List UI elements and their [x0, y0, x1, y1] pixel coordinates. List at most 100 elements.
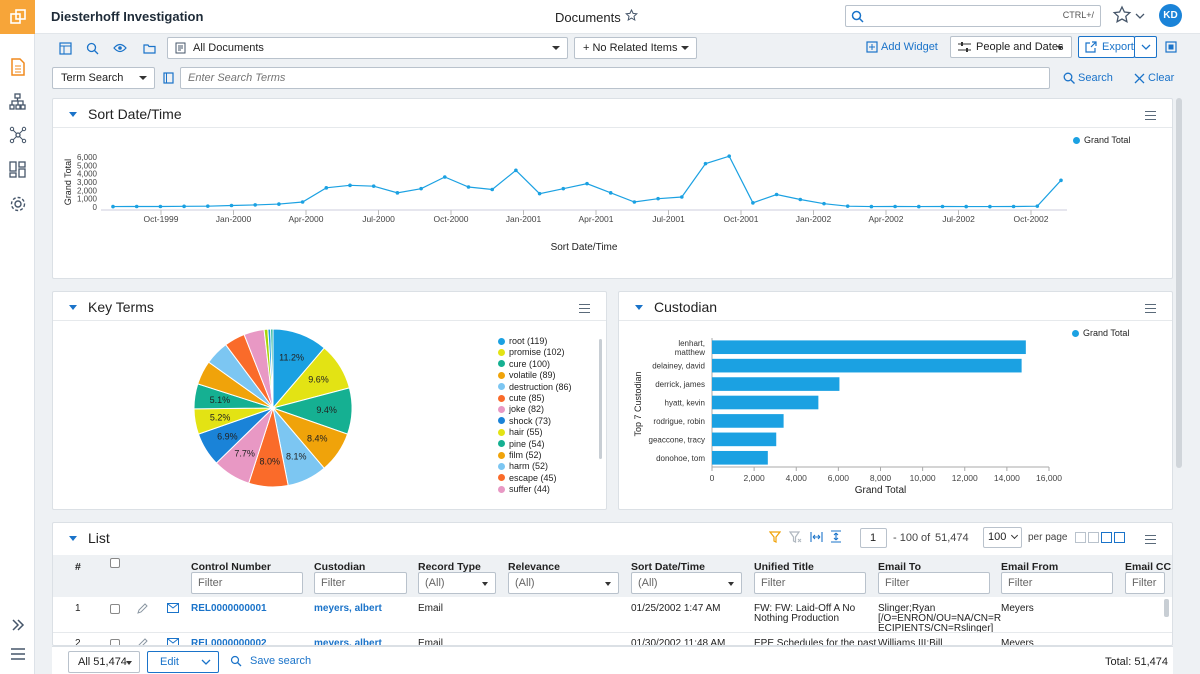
- table-row[interactable]: 2 REL0000000002 meyers, albert Email 01/…: [53, 633, 1172, 646]
- global-search-input[interactable]: CTRL+/: [845, 5, 1101, 27]
- edit-pencil-icon[interactable]: [137, 638, 148, 646]
- page-scrollbar[interactable]: [1176, 98, 1182, 468]
- filter-custodian[interactable]: Filter: [314, 572, 407, 594]
- layout-icon[interactable]: [57, 40, 73, 56]
- legend-item[interactable]: cute (85): [498, 393, 545, 403]
- save-search-button[interactable]: Save search: [230, 655, 311, 667]
- last-page-icon[interactable]: [1114, 532, 1125, 543]
- filter-record-type[interactable]: (All): [418, 572, 496, 594]
- network-nav-icon[interactable]: [8, 125, 27, 144]
- legend-item[interactable]: harm (52): [498, 461, 548, 471]
- people-dates-button[interactable]: People and Dates: [950, 36, 1072, 58]
- app-logo-icon[interactable]: [0, 0, 35, 34]
- documents-nav-icon[interactable]: [8, 57, 27, 76]
- control-number-link[interactable]: REL0000000002: [191, 638, 267, 646]
- list-scrollbar[interactable]: [1164, 599, 1169, 617]
- filter-sort-date[interactable]: (All): [631, 572, 742, 594]
- col-record-type[interactable]: Record Type: [418, 561, 481, 573]
- legend-item[interactable]: root (119): [498, 336, 547, 346]
- custodian-link[interactable]: meyers, albert: [314, 603, 382, 614]
- legend-item[interactable]: hair (55): [498, 427, 543, 437]
- eye-icon[interactable]: [112, 40, 128, 56]
- fullscreen-icon[interactable]: [1165, 41, 1177, 56]
- control-number-link[interactable]: REL0000000001: [191, 603, 267, 614]
- key-terms-menu-icon[interactable]: [579, 304, 590, 313]
- col-relevance[interactable]: Relevance: [508, 561, 560, 573]
- expand-rail-icon[interactable]: [8, 615, 27, 634]
- filter-email-from[interactable]: Filter: [1001, 572, 1113, 594]
- hamburger-menu-icon[interactable]: [8, 644, 27, 663]
- legend-item[interactable]: suffer (44): [498, 484, 550, 494]
- legend-scrollbar[interactable]: [599, 339, 602, 459]
- filter-email-to[interactable]: Filter: [878, 572, 990, 594]
- hierarchy-nav-icon[interactable]: [8, 92, 27, 111]
- col-unified-title[interactable]: Unified Title: [754, 561, 814, 573]
- related-items-select[interactable]: + No Related Items: [574, 37, 697, 59]
- filter-relevance[interactable]: (All): [508, 572, 619, 594]
- search-terms-input[interactable]: [180, 67, 1050, 89]
- edit-pencil-icon[interactable]: [137, 603, 148, 614]
- per-page-select[interactable]: 100: [983, 527, 1022, 548]
- legend-item[interactable]: destruction (86): [498, 382, 572, 392]
- legend-item[interactable]: cure (100): [498, 359, 550, 369]
- favorite-page-star-icon[interactable]: [625, 8, 638, 25]
- folder-icon[interactable]: [141, 40, 157, 56]
- edit-button[interactable]: Edit: [147, 651, 219, 673]
- slice-label: 8.0%: [260, 457, 281, 467]
- legend-item[interactable]: volatile (89): [498, 370, 556, 380]
- search-button[interactable]: Search: [1063, 72, 1113, 84]
- collapse-list-icon[interactable]: [69, 536, 77, 541]
- collapse-custodian-icon[interactable]: [635, 305, 643, 310]
- col-control-number[interactable]: Control Number: [191, 561, 271, 573]
- col-email-to[interactable]: Email To: [878, 561, 921, 573]
- col-sort-date[interactable]: Sort Date/Time: [631, 561, 705, 573]
- clear-filter-icon[interactable]: [789, 531, 802, 543]
- collapse-sort-date-icon[interactable]: [69, 112, 77, 117]
- selection-scope-select[interactable]: All 51,474: [68, 651, 140, 673]
- legend-item[interactable]: shock (73): [498, 416, 551, 426]
- clear-button[interactable]: Clear: [1134, 72, 1174, 84]
- workspace-title[interactable]: Diesterhoff Investigation: [51, 9, 204, 24]
- add-widget-button[interactable]: Add Widget: [866, 41, 938, 53]
- favorites-star-icon[interactable]: [1112, 5, 1146, 30]
- custodian-link[interactable]: meyers, albert: [314, 638, 382, 646]
- row-height-icon[interactable]: [830, 530, 842, 543]
- filter-email-cc[interactable]: Filter: [1125, 572, 1165, 594]
- legend-item[interactable]: pine (54): [498, 439, 545, 449]
- row-checkbox[interactable]: [110, 604, 120, 614]
- prev-page-icon[interactable]: [1088, 532, 1099, 543]
- custodian-menu-icon[interactable]: [1145, 304, 1156, 313]
- next-page-icon[interactable]: [1101, 532, 1112, 543]
- list-panel-title: List: [88, 530, 110, 546]
- data-point: [656, 196, 660, 201]
- slice-label: 8.4%: [307, 433, 328, 443]
- user-avatar[interactable]: KD: [1159, 4, 1182, 27]
- search-icon[interactable]: [84, 40, 100, 56]
- col-custodian[interactable]: Custodian: [314, 561, 366, 573]
- row-checkbox[interactable]: [110, 639, 120, 645]
- filter-control-number[interactable]: Filter: [191, 572, 303, 594]
- list-menu-icon[interactable]: [1145, 535, 1156, 544]
- collapse-key-terms-icon[interactable]: [69, 305, 77, 310]
- first-page-icon[interactable]: [1075, 532, 1086, 543]
- search-type-select[interactable]: Term Search: [52, 67, 155, 89]
- fit-columns-icon[interactable]: [810, 531, 823, 543]
- col-email-from[interactable]: Email From: [1001, 561, 1059, 573]
- settings-gear-icon[interactable]: [8, 194, 27, 213]
- search-terms-book-icon[interactable]: [163, 72, 174, 87]
- legend-item[interactable]: escape (45): [498, 473, 557, 483]
- sort-date-menu-icon[interactable]: [1145, 111, 1156, 120]
- export-options-chevron-icon[interactable]: [1134, 36, 1157, 58]
- legend-item[interactable]: promise (102): [498, 347, 565, 357]
- legend-item[interactable]: joke (82): [498, 404, 544, 414]
- filter-unified-title[interactable]: Filter: [754, 572, 866, 594]
- filter-icon[interactable]: [769, 531, 781, 543]
- col-email-cc[interactable]: Email CC: [1125, 561, 1172, 573]
- table-row[interactable]: 1 REL0000000001 meyers, albert Email 01/…: [53, 598, 1172, 634]
- dashboard-nav-icon[interactable]: [8, 160, 27, 179]
- export-button[interactable]: Export: [1078, 36, 1135, 58]
- legend-item[interactable]: film (52): [498, 450, 542, 460]
- view-select[interactable]: All Documents: [167, 37, 568, 59]
- page-number-input[interactable]: 1: [860, 528, 887, 548]
- select-all-checkbox[interactable]: [110, 558, 120, 568]
